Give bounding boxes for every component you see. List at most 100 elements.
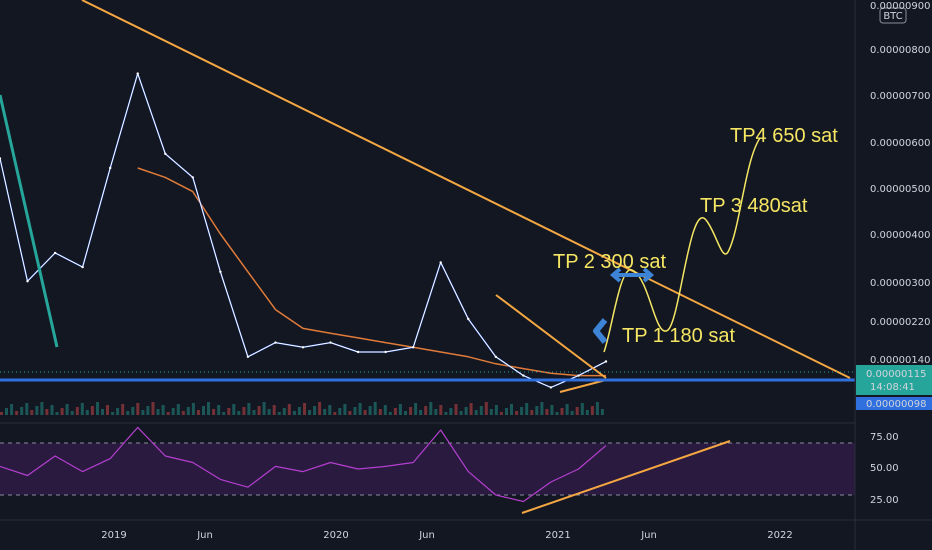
volume-bar: [5, 408, 8, 415]
volume-bar: [348, 411, 352, 415]
rsi-tick: 50.00: [870, 463, 899, 474]
volume-bar: [439, 405, 443, 415]
volume-bar: [237, 411, 241, 415]
price-point: [191, 176, 194, 179]
price-point: [549, 386, 553, 389]
volume-bar: [545, 409, 549, 415]
volume-bar: [267, 409, 271, 415]
volume-bar: [575, 407, 579, 415]
price-point: [109, 166, 112, 170]
price-axis[interactable]: BTC 0.00000900 0.00000800 0.00000700 0.0…: [854, 0, 932, 550]
volume-bar: [398, 404, 402, 415]
current-price-badge: [856, 365, 932, 395]
descending-trendline[interactable]: [81, 0, 851, 379]
price-tick: 0.00000700: [870, 91, 930, 102]
support-price-badge: [856, 397, 932, 410]
volume-bar: [515, 411, 519, 415]
volume-bar: [358, 403, 362, 415]
volume-bar: [217, 405, 221, 415]
volume-bar: [282, 408, 286, 415]
price-tick: 0.00000400: [870, 230, 930, 241]
wedge-upper-line[interactable]: [495, 294, 607, 379]
time-tick: 2019: [101, 530, 126, 541]
volume-bar: [484, 402, 488, 415]
volume-bar: [0, 412, 3, 415]
volume-bar: [55, 412, 59, 415]
price-tick: 0.00000500: [870, 184, 930, 195]
support-price-value: 0.00000098: [866, 399, 926, 410]
volume-bar: [333, 412, 337, 415]
slow-ma-line[interactable]: [137, 167, 606, 377]
volume-bar: [156, 409, 160, 415]
price-tick: 0.00000140: [870, 355, 930, 366]
rsi-trendline[interactable]: [521, 440, 731, 514]
price-point: [164, 152, 167, 155]
volume-bar: [90, 406, 94, 415]
price-tick: 0.00000300: [870, 278, 930, 289]
volume-bar: [343, 404, 347, 415]
price-point: [0, 157, 2, 160]
price-point: [577, 374, 580, 377]
projected-path[interactable]: [603, 137, 761, 353]
price-point: [219, 270, 222, 273]
price-point: [274, 341, 277, 344]
currency-badge[interactable]: [879, 7, 907, 24]
volume-bar: [590, 406, 594, 415]
volume-bar: [222, 412, 226, 415]
volume-bar: [65, 404, 69, 415]
tp1-label: TP 1 180 sat: [622, 325, 735, 347]
volume-bar: [151, 402, 155, 415]
volume-bar: [338, 408, 342, 415]
volume-bar: [378, 409, 382, 415]
volume-bar: [15, 411, 19, 415]
volume-bar: [136, 403, 140, 415]
volume-bar: [70, 411, 74, 415]
price-pane[interactable]: [0, 72, 608, 415]
price-tick: 0.00000900: [870, 1, 930, 12]
volume-bar: [308, 410, 312, 415]
volume-bar: [510, 404, 513, 415]
volume-bar: [176, 404, 180, 415]
volume-bar: [393, 408, 397, 415]
volume-bar: [171, 408, 175, 415]
rsi-tick: 75.00: [870, 432, 899, 443]
wedge-lower-line[interactable]: [559, 379, 607, 393]
price-point: [53, 251, 57, 255]
volume-bar: [131, 407, 135, 415]
volume-bar: [520, 407, 524, 415]
price-point: [81, 265, 84, 269]
volume-bar: [161, 405, 165, 415]
volume-bar: [459, 411, 463, 415]
price-point: [494, 355, 497, 358]
volume-bar: [388, 412, 392, 415]
price-point: [604, 360, 608, 363]
volume-bar: [373, 402, 377, 415]
price-point: [522, 374, 525, 377]
rsi-pane[interactable]: [0, 426, 855, 503]
volume-bar: [262, 402, 266, 415]
volume-bar: [202, 406, 205, 415]
volume-bar: [146, 406, 150, 415]
volume-bar: [232, 404, 236, 415]
rsi-line[interactable]: [0, 426, 607, 503]
volume-bar: [409, 407, 413, 415]
volume-bar: [20, 407, 24, 415]
rsi-tick: 25.00: [870, 495, 899, 506]
volume-bar: [101, 409, 104, 415]
teal-trendline[interactable]: [0, 94, 59, 348]
arrow-left-icon: [593, 318, 608, 344]
volume-bar: [75, 407, 79, 415]
volume-bar: [368, 406, 372, 415]
price-point: [412, 346, 415, 349]
volume-bar: [30, 410, 34, 415]
time-tick: Jun: [196, 530, 213, 541]
price-axis-bg: [855, 0, 932, 550]
countdown-timer: 14:08:41: [870, 382, 915, 393]
time-axis[interactable]: 2019 Jun 2020 Jun 2021 Jun 2022: [0, 519, 932, 541]
volume-bar: [595, 402, 599, 415]
volume-bar: [530, 410, 534, 415]
volume-bar: [429, 402, 433, 415]
price-point: [356, 350, 360, 354]
volume-bar: [272, 405, 276, 415]
